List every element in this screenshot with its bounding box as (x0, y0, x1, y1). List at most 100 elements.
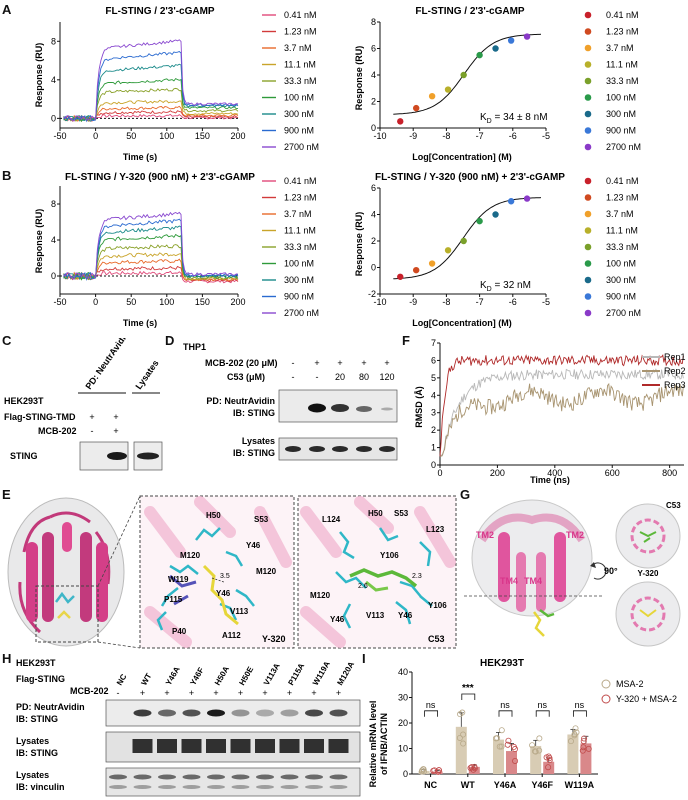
lane-label: Y46F (188, 666, 205, 687)
significance-bracket (535, 710, 550, 717)
legend-label: 300 nM (284, 275, 314, 285)
band (107, 452, 127, 460)
legend-label: Rep3 (664, 380, 686, 390)
x-tick-label: -10 (373, 297, 386, 307)
y-tick-label: 0 (51, 113, 56, 123)
lane-label: V113A (262, 662, 282, 687)
sign: - (292, 358, 295, 368)
rmsd-chart: RMSD (Å) Time (ns) 0 200 400 600 800 0 1 2 3 4 5 6… (414, 338, 686, 485)
y-tick-label: 2 (371, 236, 376, 246)
series-line (63, 50, 239, 123)
residue-label: Y46 (398, 611, 413, 620)
band (158, 709, 176, 717)
legend-swatch (584, 260, 592, 267)
ligand-tag: C53 (666, 501, 681, 510)
y-tick-label: 7 (431, 338, 436, 348)
band (181, 739, 202, 753)
data-point (579, 747, 586, 754)
data-point (435, 767, 442, 774)
legend-label: 1.23 nM (284, 27, 317, 37)
legend-label: 33.3 nM (284, 76, 317, 86)
x-tick-label: 0 (93, 297, 98, 307)
x-tick-label: 800 (662, 468, 677, 478)
blot-label: PD: NeutrAvidin (16, 702, 85, 712)
bar (506, 751, 517, 774)
significance-label: ns (537, 700, 547, 710)
band (230, 739, 251, 753)
bar (431, 771, 443, 774)
data-point (457, 711, 464, 718)
data-point (412, 266, 420, 274)
legend-swatch (584, 309, 592, 317)
x-tick-label: 100 (159, 131, 174, 141)
distance-label: 2.3 (412, 573, 422, 580)
panel-c-blot: PD: NeutrAvidin Lysates HEK293T Flag-STI… (4, 338, 163, 471)
x-tick-label: 50 (126, 297, 136, 307)
data-point (507, 198, 515, 205)
band (256, 785, 274, 789)
sign: - (117, 688, 120, 698)
band (158, 774, 176, 780)
band (381, 407, 393, 411)
y-axis-label: Response (RU) (354, 46, 364, 111)
band (309, 446, 325, 452)
lane-label: H50E (237, 665, 255, 687)
lysates-header: Lysates (133, 358, 160, 391)
blot-label: Lysates (16, 770, 49, 780)
dose-response-b: FL-STING / Y-320 (900 nM) + 2'3'-cGAMP R… (354, 172, 641, 328)
y-axis-label: Relative mRNA level (368, 701, 378, 788)
band (279, 739, 300, 753)
x-tick-label: -6 (509, 297, 517, 307)
y-axis-label: RMSD (Å) (414, 386, 424, 428)
band (256, 774, 274, 780)
y-tick-label: 4 (431, 390, 436, 400)
y-tick-label: 2 (371, 97, 376, 107)
sign: + (238, 688, 243, 698)
data-point (460, 740, 467, 747)
x-tick-label: -7 (476, 131, 484, 141)
row-c53: C53 (μM) (227, 372, 265, 382)
legend-label: 900 nM (606, 292, 636, 302)
arrow-head (590, 562, 596, 568)
band (328, 739, 349, 753)
y320-binding-site (144, 496, 292, 648)
legend-swatch (601, 694, 611, 704)
band (206, 739, 226, 753)
x-tick-label: 400 (547, 468, 562, 478)
legend-label: 1.23 nM (284, 193, 317, 203)
distance-label: 2.6 (358, 583, 368, 590)
fit-curve (393, 33, 542, 115)
data-point (444, 247, 452, 254)
data-point (468, 764, 475, 771)
legend-label: 100 nM (606, 259, 636, 269)
data-point (580, 738, 587, 745)
sign: + (287, 688, 292, 698)
band (133, 774, 152, 780)
y-tick-label: 3 (431, 408, 436, 418)
data-point (507, 37, 515, 44)
y-tick-label: 4 (371, 70, 376, 80)
significance-bracket (424, 710, 438, 717)
significance-label: *** (462, 683, 474, 694)
data-point (580, 744, 587, 751)
y-tick-label: 30 (398, 693, 408, 703)
data-point (512, 746, 519, 753)
legend-swatch (584, 143, 592, 151)
legend-label: 3.7 nM (606, 209, 634, 219)
x-tick-label: -7 (476, 297, 484, 307)
y-tick-label: 0 (431, 460, 436, 470)
sign: + (337, 358, 342, 368)
panel-label-f: F (402, 333, 410, 348)
lane-label: Y46A (164, 665, 182, 687)
x-axis-label: Log[Concentration] (M) (412, 152, 511, 162)
band (379, 446, 395, 452)
x-tick-label: -5 (542, 131, 550, 141)
blot-label: PD: NeutrAvidin (206, 396, 275, 406)
band (308, 403, 326, 413)
legend-label: 3.7 nM (606, 43, 634, 53)
lane-label: NC (115, 672, 129, 687)
mrna-bar-chart: HEK293T Relative mRNA level of IFNB/ACTI… (368, 658, 677, 790)
chart-title: FL-STING / Y-320 (900 nM) + 2'3'-cGAMP (65, 172, 255, 183)
series-line (63, 225, 239, 281)
x-tick-label: 0 (437, 468, 442, 478)
